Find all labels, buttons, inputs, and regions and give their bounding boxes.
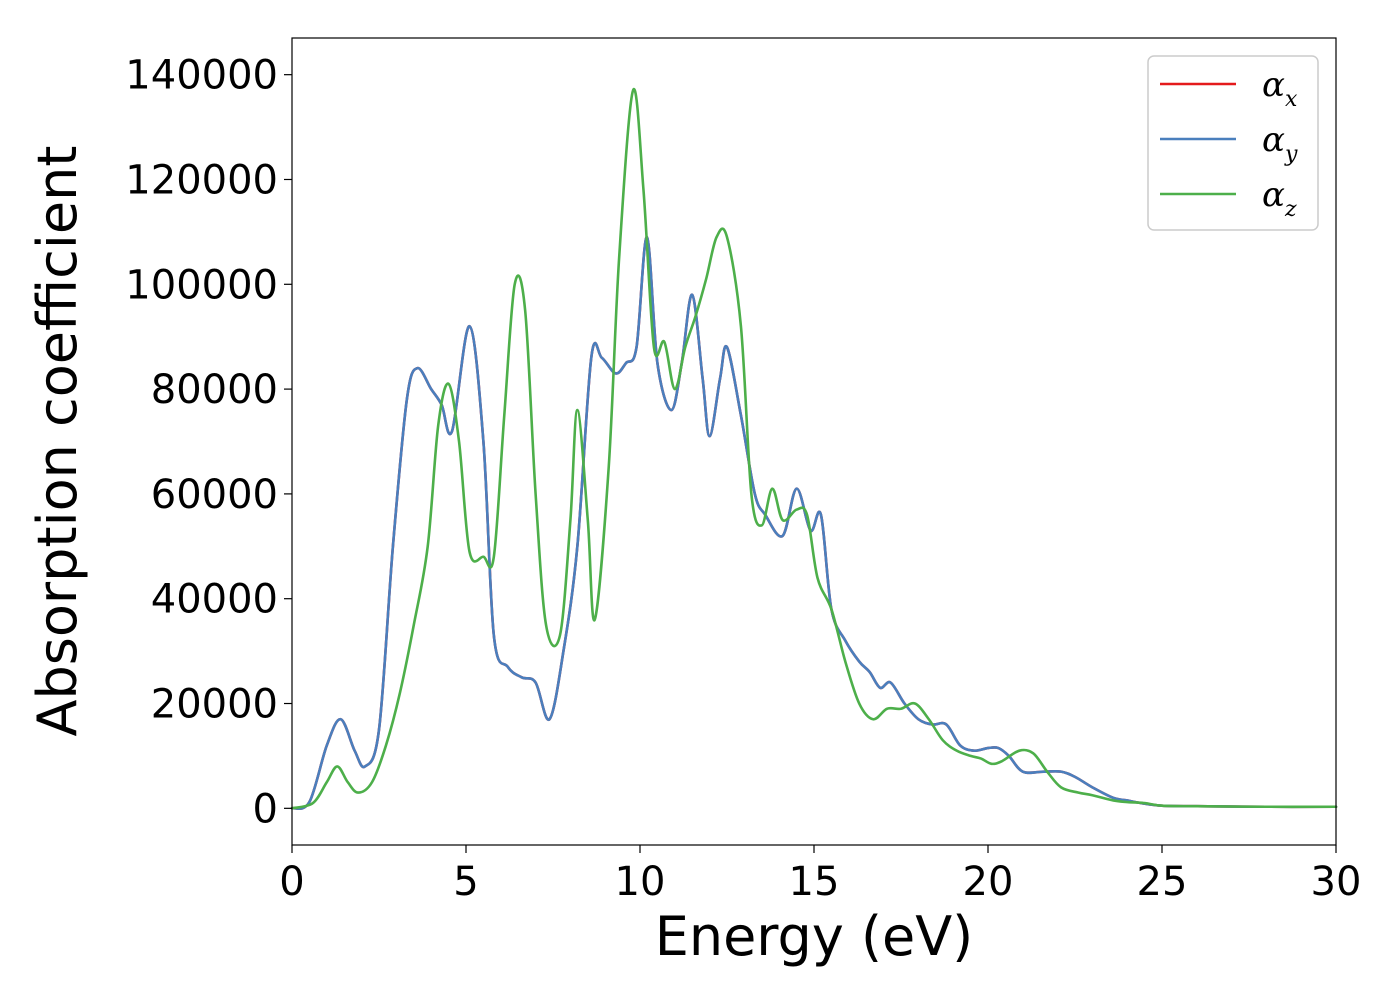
y-tick-label: 60000 xyxy=(151,472,278,518)
legend-label-subscript: z xyxy=(1284,197,1297,222)
legend-label-symbol: α xyxy=(1262,120,1285,160)
y-tick-label: 0 xyxy=(253,786,278,832)
x-axis-title: Energy (eV) xyxy=(655,905,974,968)
y-axis-title: Absorption coefficient xyxy=(26,146,89,737)
x-axis: 0 5 10 15 20 25 30 xyxy=(279,845,1361,905)
legend-label-symbol: α xyxy=(1262,175,1285,215)
legend-box xyxy=(1147,55,1319,231)
legend-label-symbol: α xyxy=(1262,65,1285,105)
x-tick-label: 25 xyxy=(1137,859,1188,905)
x-tick-label: 30 xyxy=(1311,859,1362,905)
y-tick-label: 20000 xyxy=(151,682,278,728)
x-tick-label: 10 xyxy=(615,859,666,905)
x-tick-label: 5 xyxy=(453,859,478,905)
series-line-z xyxy=(290,87,1338,810)
x-tick-label: 0 xyxy=(279,859,304,905)
series-layer xyxy=(290,87,1338,811)
legend-label-z: αz xyxy=(1262,175,1297,222)
x-tick-label: 15 xyxy=(789,859,840,905)
y-tick-label: 120000 xyxy=(125,157,278,203)
y-tick-label: 40000 xyxy=(151,577,278,623)
y-axis: 0 20000 40000 60000 80000 100000 120000 140000 xyxy=(125,53,292,832)
legend-label-subscript: x xyxy=(1285,87,1298,112)
x-tick-label: 20 xyxy=(963,859,1014,905)
legend-label-x: αx xyxy=(1262,65,1298,112)
legend-label-subscript: y xyxy=(1284,142,1298,167)
legend-label-y: αy xyxy=(1262,120,1298,167)
y-tick-label: 140000 xyxy=(125,53,278,99)
y-tick-label: 80000 xyxy=(151,367,278,413)
y-tick-label: 100000 xyxy=(125,262,278,308)
